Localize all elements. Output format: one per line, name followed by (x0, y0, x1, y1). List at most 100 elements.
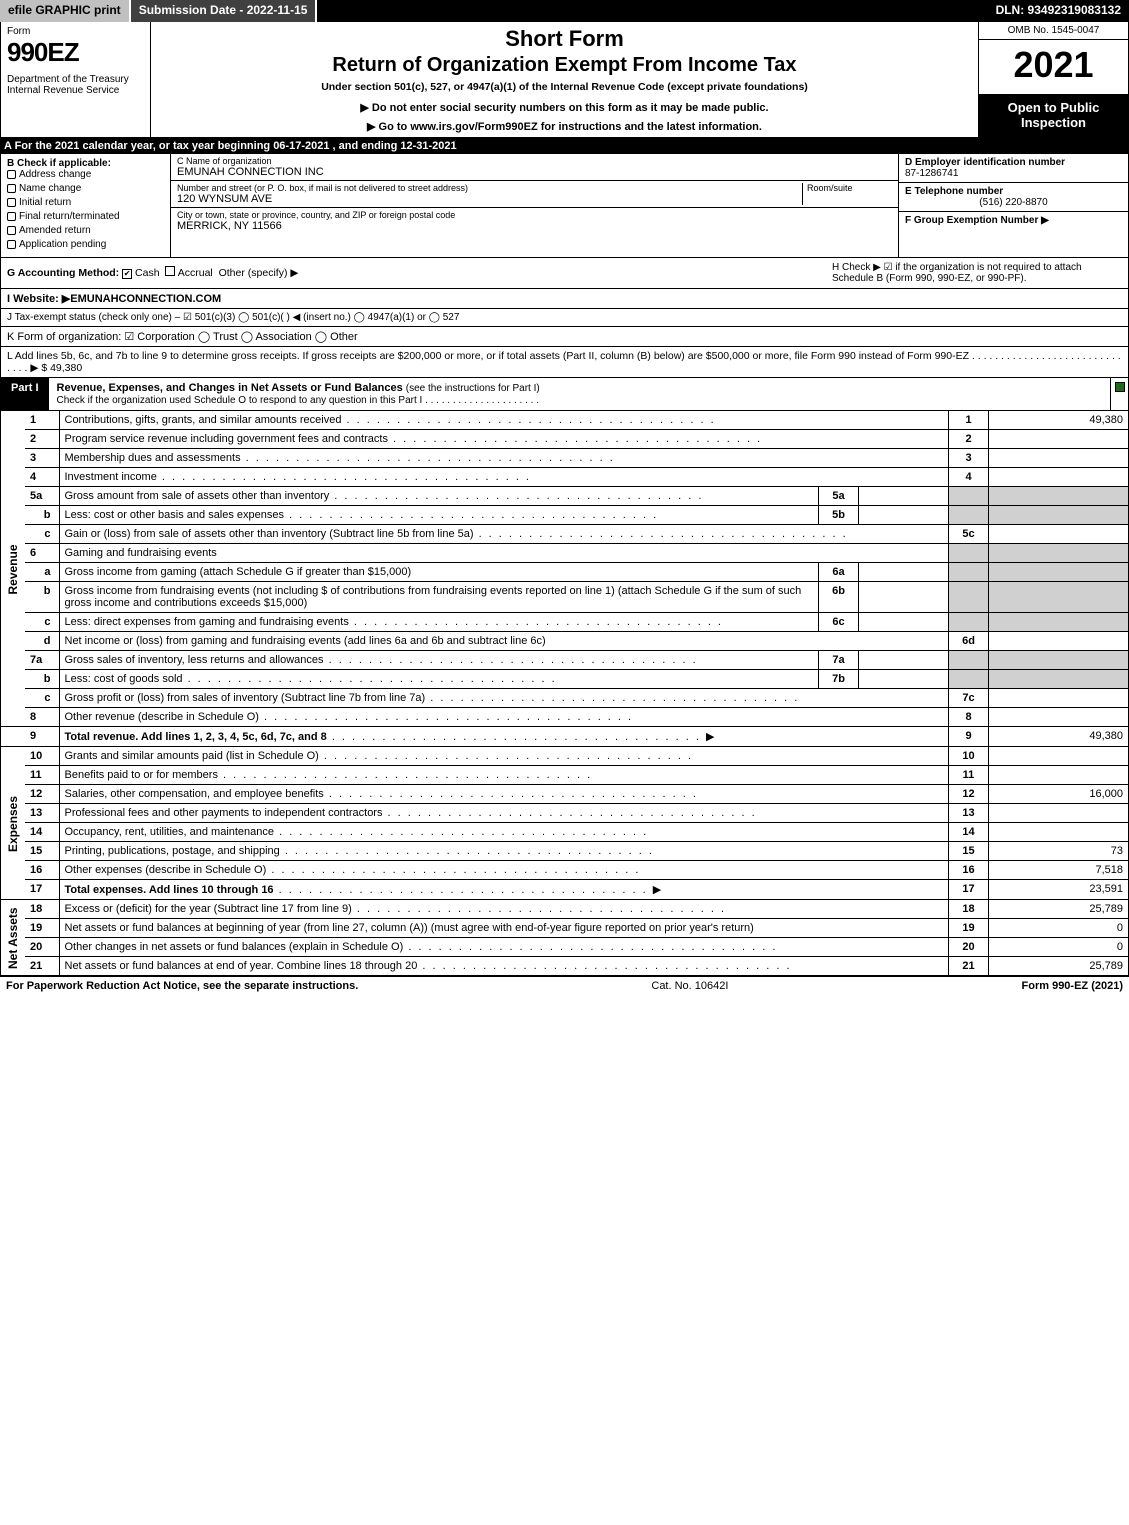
l6c-desc: Less: direct expenses from gaming and fu… (59, 613, 819, 632)
cash-label: Cash (135, 267, 160, 279)
city-cell: City or town, state or province, country… (171, 208, 898, 234)
org-name-cell: C Name of organization EMUNAH CONNECTION… (171, 154, 898, 181)
l6b-val (989, 582, 1129, 613)
l5a-num: 5a (25, 487, 59, 506)
l6a-sv (859, 563, 949, 582)
ein-cell: D Employer identification number 87-1286… (899, 154, 1128, 183)
meta-rows: I Website: ▶EMUNAHCONNECTION.COM J Tax-e… (0, 289, 1129, 347)
org-name: EMUNAH CONNECTION INC (177, 166, 892, 178)
tel-cell: E Telephone number (516) 220-8870 (899, 183, 1128, 212)
l3-num: 3 (25, 449, 59, 468)
l17-desc: Total expenses. Add lines 10 through 16 … (59, 880, 949, 900)
l18-desc: Excess or (deficit) for the year (Subtra… (59, 900, 949, 919)
rev-blank (1, 727, 26, 747)
l10-val (989, 747, 1129, 766)
group-cell: F Group Exemption Number ▶ (899, 212, 1128, 257)
l7b-sn: 7b (819, 670, 859, 689)
l6a-num: a (25, 563, 59, 582)
l5b-desc: Less: cost or other basis and sales expe… (59, 506, 819, 525)
link-note-text[interactable]: ▶ Go to www.irs.gov/Form990EZ for instru… (367, 121, 762, 133)
l4-val (989, 468, 1129, 487)
l18-val: 25,789 (989, 900, 1129, 919)
chk-cash[interactable]: ✔ (122, 269, 132, 279)
room-label: Room/suite (807, 183, 853, 193)
form-number: 990EZ (7, 37, 144, 68)
l1-rnum: 1 (949, 411, 989, 430)
l8-num: 8 (25, 708, 59, 727)
chk-final-return[interactable]: Final return/terminated (7, 211, 164, 222)
row-h: H Check ▶ ☑ if the organization is not r… (832, 262, 1122, 284)
l12-num: 12 (25, 785, 59, 804)
l5c-num: c (25, 525, 59, 544)
l4-rnum: 4 (949, 468, 989, 487)
l15-val: 73 (989, 842, 1129, 861)
l6-num: 6 (25, 544, 59, 563)
l5c-rnum: 5c (949, 525, 989, 544)
l9-val: 49,380 (989, 727, 1129, 747)
l6-rnum (949, 544, 989, 563)
header-left: Form 990EZ Department of the Treasury In… (1, 22, 151, 137)
l6d-num: d (25, 632, 59, 651)
l7c-num: c (25, 689, 59, 708)
l7a-sv (859, 651, 949, 670)
l21-rnum: 21 (949, 957, 989, 976)
l17-desc-text: Total expenses. Add lines 10 through 16 (65, 884, 274, 896)
part-1-tag: Part I (1, 378, 49, 410)
l10-rnum: 10 (949, 747, 989, 766)
l2-rnum: 2 (949, 430, 989, 449)
efile-print[interactable]: efile GRAPHIC print (0, 0, 131, 22)
l14-desc: Occupancy, rent, utilities, and maintena… (59, 823, 949, 842)
l2-val (989, 430, 1129, 449)
l8-val (989, 708, 1129, 727)
form-header: Form 990EZ Department of the Treasury In… (0, 22, 1129, 138)
chk-initial-return[interactable]: Initial return (7, 197, 164, 208)
address-label: Number and street (or P. O. box, if mail… (177, 183, 802, 193)
l6b-sv (859, 582, 949, 613)
link-note: ▶ Go to www.irs.gov/Form990EZ for instru… (161, 120, 968, 133)
l6-val (989, 544, 1129, 563)
l6c-val (989, 613, 1129, 632)
chk-pending[interactable]: Application pending (7, 239, 164, 250)
l11-val (989, 766, 1129, 785)
l6d-desc: Net income or (loss) from gaming and fun… (59, 632, 949, 651)
l2-desc: Program service revenue including govern… (59, 430, 949, 449)
city: MERRICK, NY 11566 (177, 220, 892, 232)
l21-val: 25,789 (989, 957, 1129, 976)
part-1-header: Part I Revenue, Expenses, and Changes in… (0, 378, 1129, 411)
netassets-side: Net Assets (1, 900, 26, 976)
l5a-sv (859, 487, 949, 506)
chk-accrual[interactable] (165, 266, 175, 276)
l5a-val (989, 487, 1129, 506)
col-b-label: B Check if applicable: (7, 158, 164, 169)
l21-num: 21 (25, 957, 59, 976)
chk-name-change[interactable]: Name change (7, 183, 164, 194)
l7b-sv (859, 670, 949, 689)
l7c-val (989, 689, 1129, 708)
chk-address-change[interactable]: Address change (7, 169, 164, 180)
l16-num: 16 (25, 861, 59, 880)
part-1-checkbox[interactable] (1110, 378, 1128, 410)
l3-desc: Membership dues and assessments (59, 449, 949, 468)
header-center: Short Form Return of Organization Exempt… (151, 22, 978, 137)
tel-label: E Telephone number (905, 186, 1122, 197)
g-label: G Accounting Method: (7, 267, 119, 279)
footer-left: For Paperwork Reduction Act Notice, see … (6, 980, 358, 992)
department: Department of the Treasury Internal Reve… (7, 74, 144, 96)
group-label: F Group Exemption Number ▶ (905, 215, 1122, 226)
l19-val: 0 (989, 919, 1129, 938)
part-1-title: Revenue, Expenses, and Changes in Net As… (49, 378, 1110, 410)
l14-num: 14 (25, 823, 59, 842)
l6d-rnum: 6d (949, 632, 989, 651)
row-g-h: G Accounting Method: ✔ Cash Accrual Othe… (0, 258, 1129, 289)
l12-rnum: 12 (949, 785, 989, 804)
l2-num: 2 (25, 430, 59, 449)
l18-num: 18 (25, 900, 59, 919)
address: 120 WYNSUM AVE (177, 193, 802, 205)
chk-amended[interactable]: Amended return (7, 225, 164, 236)
l11-rnum: 11 (949, 766, 989, 785)
l5c-desc: Gain or (loss) from sale of assets other… (59, 525, 949, 544)
other-label: Other (specify) ▶ (219, 267, 299, 279)
ssn-note: ▶ Do not enter social security numbers o… (161, 101, 968, 114)
l17-rnum: 17 (949, 880, 989, 900)
l17-num: 17 (25, 880, 59, 900)
